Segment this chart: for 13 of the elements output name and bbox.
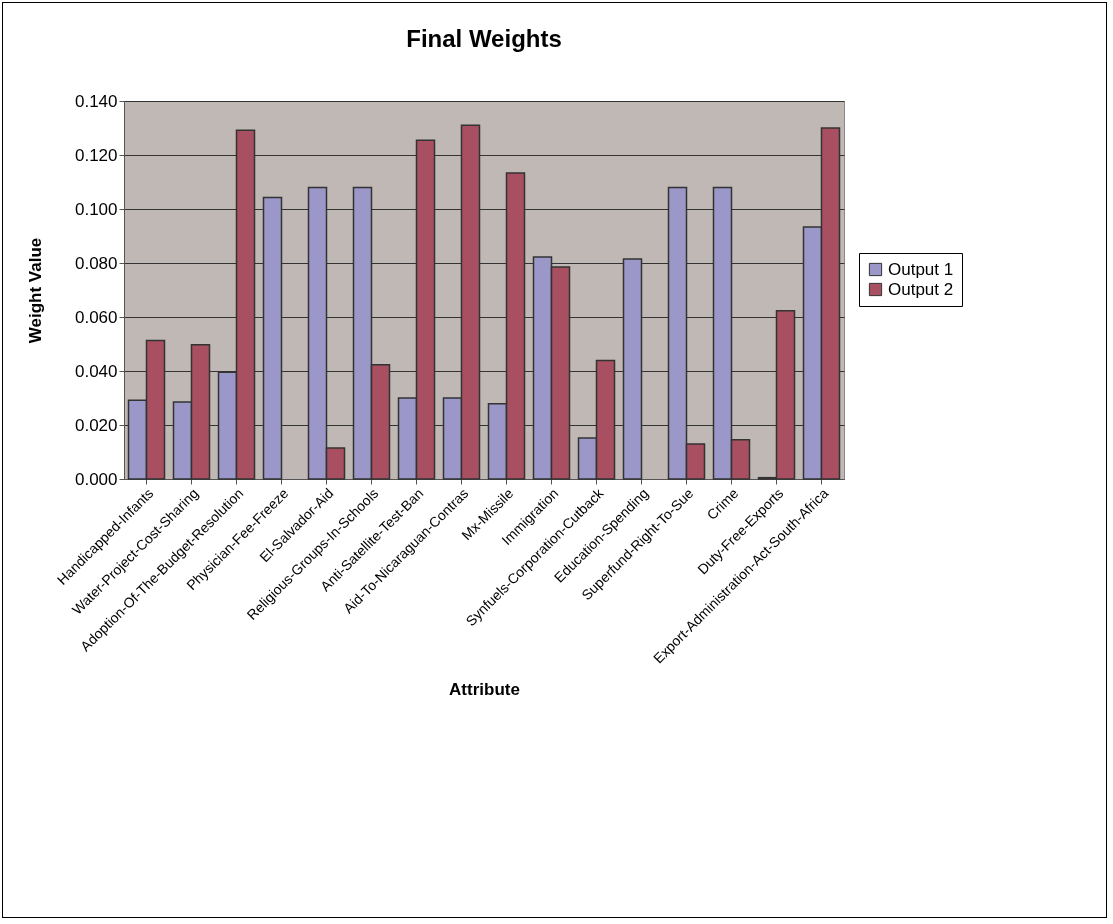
y-tick-label: 0.000 — [74, 469, 118, 489]
y-tick-label: 0.120 — [74, 145, 118, 165]
legend-label: Output 2 — [888, 279, 954, 299]
x-axis-title: Attribute — [449, 680, 520, 700]
y-tick-label: 0.140 — [74, 91, 118, 111]
y-tick-label: 0.100 — [74, 199, 118, 219]
y-axis-title: Weight Value — [25, 237, 45, 344]
legend-label: Output 1 — [888, 259, 954, 279]
y-tick-label: 0.060 — [74, 307, 118, 327]
y-tick-label: 0.020 — [74, 415, 118, 435]
chart-title: Final Weights — [406, 25, 562, 52]
y-tick-label: 0.080 — [74, 253, 118, 273]
y-tick-label: 0.040 — [74, 361, 118, 381]
